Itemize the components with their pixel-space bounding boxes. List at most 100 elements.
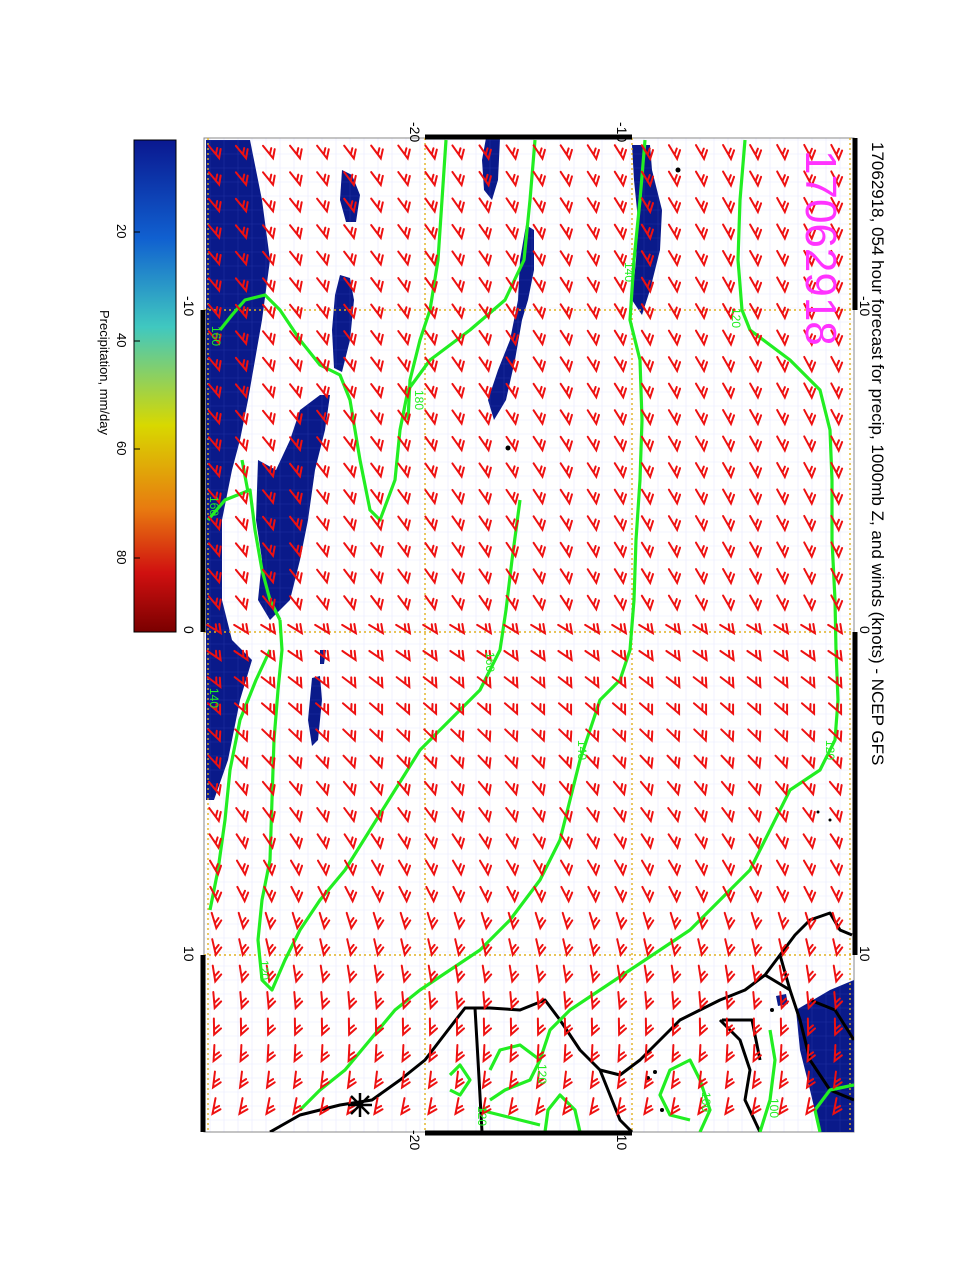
wind-barb [694, 568, 709, 586]
wind-barb [424, 542, 438, 559]
wind-barb [694, 170, 709, 188]
wind-barb [400, 938, 412, 958]
wind-barb [320, 1044, 330, 1064]
wind-barb [667, 807, 681, 824]
wind-barb [586, 144, 600, 162]
wind-barb [478, 515, 492, 532]
wind-barb [667, 382, 682, 400]
wind-barb [559, 488, 573, 506]
wind-barb [234, 568, 249, 585]
wind-barb [428, 1044, 438, 1064]
wind-barb [451, 807, 465, 824]
wind-barb [234, 780, 249, 797]
wind-barb [505, 568, 519, 585]
wind-barb [749, 462, 763, 480]
wind-barb [397, 277, 411, 294]
wind-barb [207, 197, 222, 214]
precip-area [308, 676, 322, 746]
wind-barb [505, 515, 519, 532]
wind-barb [450, 754, 465, 770]
wind-barb [370, 330, 384, 347]
wind-barb [341, 623, 358, 636]
wind-barb [830, 276, 844, 294]
wind-barb [590, 991, 601, 1011]
wind-barb [261, 224, 276, 241]
wind-barb [665, 623, 682, 636]
wind-barb [532, 859, 547, 877]
wind-barb [211, 1097, 222, 1116]
wind-barb [476, 649, 492, 663]
wind-barb [616, 1097, 627, 1116]
wind-barb [236, 885, 250, 904]
wind-barb [532, 833, 546, 851]
wind-barb [531, 728, 546, 743]
wind-barb [749, 594, 763, 612]
wind-barb [671, 991, 682, 1011]
wind-barb [239, 991, 250, 1011]
wind-barb [505, 170, 519, 188]
wind-barb [503, 623, 520, 636]
wind-barb [613, 435, 627, 453]
wind-barb [343, 436, 357, 453]
wind-barb [508, 1070, 519, 1090]
wind-barb [343, 224, 357, 241]
wind-barb [722, 435, 736, 453]
wind-barb [725, 1044, 735, 1064]
contour-label: 160 [207, 496, 221, 516]
wind-barb [752, 1017, 763, 1037]
wind-barb [724, 1097, 735, 1116]
wind-barb [316, 224, 330, 241]
wind-barb [692, 702, 708, 716]
wind-barb [397, 171, 411, 188]
wind-barb [803, 143, 817, 162]
wind-barb [455, 1017, 466, 1037]
wind-barb [454, 938, 466, 958]
wind-barb [479, 885, 493, 904]
wind-barb [207, 383, 222, 399]
wind-barb [802, 859, 817, 877]
wind-barb [373, 1070, 384, 1090]
wind-barb [505, 250, 519, 267]
contour-line [448, 1063, 472, 1097]
wind-barb [586, 568, 600, 586]
wind-barb [504, 728, 519, 743]
wind-barb [207, 409, 222, 426]
wind-barb [616, 1070, 627, 1090]
wind-barb [532, 568, 546, 586]
wind-barb [536, 1044, 546, 1064]
wind-barb [778, 1097, 789, 1116]
wind-barb [746, 623, 763, 636]
wind-barb [805, 1070, 816, 1090]
wind-barb [532, 541, 546, 559]
coastline [269, 911, 853, 1132]
wind-barb [505, 594, 519, 612]
wind-barb [316, 489, 330, 506]
wind-barb [314, 623, 331, 636]
wind-barb [722, 409, 736, 427]
wind-barb [532, 250, 546, 268]
wind-barb [615, 911, 628, 931]
wind-barb [451, 568, 465, 585]
wind-barb [749, 144, 763, 162]
wind-barb [694, 329, 709, 347]
wind-barb [535, 1097, 546, 1116]
wind-barb [370, 409, 384, 426]
wind-barb [800, 649, 816, 663]
wind-barb [260, 702, 276, 716]
wind-barb [289, 568, 303, 585]
wind-barb [694, 409, 709, 427]
wind-barb [698, 1017, 709, 1037]
wind-barb [530, 649, 546, 663]
wind-barb [778, 1070, 789, 1090]
wind-barb [261, 330, 276, 347]
wind-barb [424, 224, 438, 241]
wind-barb [586, 488, 600, 506]
wind-barb [746, 676, 762, 689]
contour-labels: 140 120 180 160 160 140 120 140 160 120 … [207, 262, 837, 1126]
wind-barb [509, 1017, 520, 1037]
wind-barb [638, 649, 654, 663]
wind-barb [401, 1044, 411, 1064]
wind-barb [478, 807, 492, 824]
wind-barb [316, 436, 330, 453]
wind-barb [694, 223, 709, 241]
